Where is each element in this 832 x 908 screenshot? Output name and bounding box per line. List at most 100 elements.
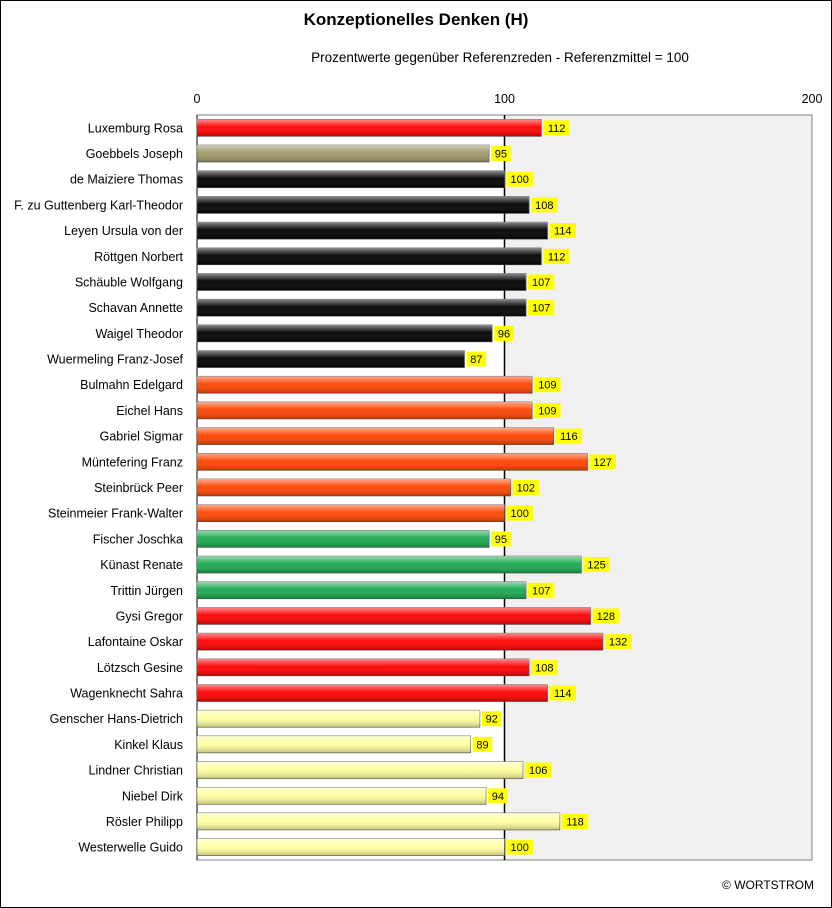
bar-shading (197, 581, 527, 599)
bar-shading (197, 761, 523, 779)
value-label: 125 (587, 560, 605, 572)
chart-title: Konzeptionelles Denken (H) (303, 10, 529, 29)
x-tick-label: 0 (194, 92, 201, 106)
value-label-bg (506, 505, 533, 521)
category-label: Schavan Annette (88, 301, 183, 315)
value-label-bg (512, 480, 540, 495)
category-label: Gysi Gregor (116, 609, 183, 623)
bar-shading (197, 145, 490, 163)
category-label: Lindner Christian (89, 764, 184, 778)
category-label: Schäuble Wolfgang (75, 275, 183, 289)
category-label: Lafontaine Oskar (88, 635, 183, 649)
value-label: 87 (470, 354, 482, 366)
value-label: 112 (548, 123, 566, 135)
bar-shading (197, 556, 582, 574)
category-label: Leyen Ursula von der (64, 224, 183, 238)
value-label-bg (506, 839, 533, 855)
value-label: 92 (486, 714, 498, 726)
value-label-bg (549, 685, 576, 701)
bar-shading (197, 504, 505, 522)
category-label: Steinbrück Peer (94, 481, 183, 495)
value-label-bg (534, 377, 561, 393)
value-label: 108 (535, 662, 553, 674)
value-label-bg (528, 274, 555, 290)
category-label: Röttgen Norbert (94, 250, 183, 264)
value-label-bg (543, 248, 570, 264)
value-label: 100 (511, 842, 529, 854)
value-label: 107 (532, 277, 550, 289)
value-label: 100 (511, 508, 529, 520)
bar-shading (197, 401, 533, 419)
category-label: Waigel Theodor (95, 327, 183, 341)
bar-shading (197, 119, 542, 137)
category-label: F. zu Guttenberg Karl-Theodor (14, 198, 183, 212)
bar-shading (197, 299, 527, 317)
value-label-bg (534, 402, 561, 418)
value-label-bg (491, 146, 511, 162)
value-label: 107 (532, 303, 550, 315)
value-label-bg (494, 325, 514, 341)
value-label: 106 (529, 765, 547, 777)
category-label: de Maiziere Thomas (70, 173, 183, 187)
x-tick-label: 200 (802, 92, 823, 106)
bar-shading (197, 607, 591, 625)
bar-shading (197, 633, 603, 651)
category-label: Wagenknecht Sahra (70, 687, 183, 701)
chart-subtitle: Prozentwerte gegenüber Referenzreden - R… (311, 50, 689, 65)
category-label: Fischer Joschka (93, 532, 183, 546)
category-label: Eichel Hans (116, 404, 183, 418)
category-label: Müntefering Franz (82, 455, 183, 469)
value-label-bg (528, 582, 555, 598)
value-label-bg (604, 634, 632, 650)
value-label: 109 (538, 405, 556, 417)
bar-shading (197, 479, 511, 496)
value-label: 102 (517, 483, 535, 495)
value-label-bg (531, 659, 558, 675)
value-label-bg (589, 454, 616, 470)
bar-shading (197, 453, 588, 471)
value-label: 112 (548, 251, 566, 263)
bar-shading (197, 196, 530, 214)
value-label-bg (524, 762, 552, 778)
value-label: 118 (566, 816, 584, 828)
category-label: Steinmeier Frank-Walter (48, 507, 183, 521)
category-label: Trittin Jürgen (111, 584, 184, 598)
bar-shading (197, 376, 533, 394)
bar-shading (197, 735, 471, 753)
value-label: 127 (594, 457, 612, 469)
bar-shading (197, 222, 548, 240)
value-label-bg (491, 531, 511, 547)
value-label-bg (531, 197, 558, 213)
bar-shading (197, 170, 505, 188)
value-label: 108 (535, 200, 553, 212)
value-label: 128 (597, 611, 615, 623)
bar-shading (197, 427, 554, 445)
value-label-bg (528, 300, 555, 316)
value-label: 100 (511, 174, 529, 186)
x-tick-label: 100 (494, 92, 515, 106)
category-label: Gabriel Sigmar (100, 430, 183, 444)
value-label-bg (592, 608, 619, 624)
bar-shading (197, 350, 465, 368)
value-label: 114 (554, 226, 572, 238)
bar-shading (197, 838, 505, 856)
bar-shading (197, 658, 530, 676)
value-label-bg (543, 120, 570, 136)
value-label-bg (472, 736, 493, 752)
value-label-bg (583, 557, 610, 573)
bar-shading (197, 530, 490, 548)
bar-shading (197, 273, 527, 291)
category-label: Westerwelle Guido (78, 841, 183, 855)
bar-shading (197, 247, 542, 265)
value-label: 94 (492, 791, 504, 803)
category-label: Niebel Dirk (122, 789, 184, 803)
value-label: 89 (476, 739, 488, 751)
value-label-bg (555, 428, 583, 444)
value-label-bg (506, 171, 533, 187)
category-label: Künast Renate (100, 558, 183, 572)
bar-shading (197, 787, 487, 805)
bar-shading (197, 324, 493, 342)
value-label-bg (466, 351, 487, 367)
category-label: Bulmahn Edelgard (80, 378, 183, 392)
